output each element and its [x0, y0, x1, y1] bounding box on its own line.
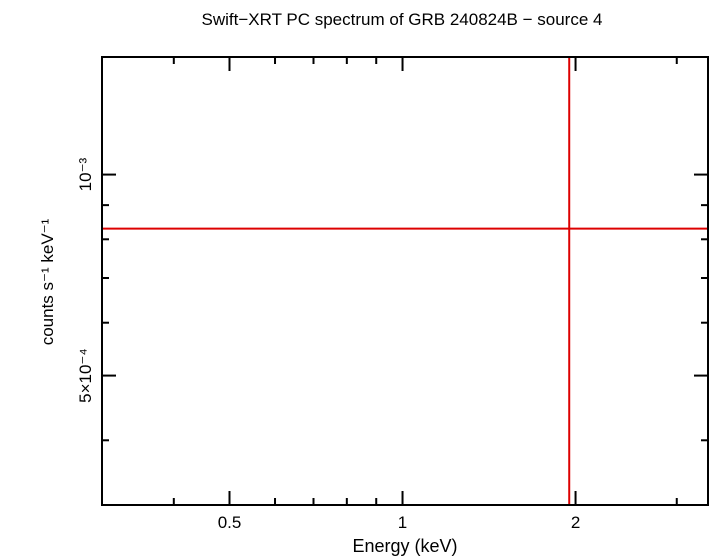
y-tick-label: 10⁻³: [76, 157, 95, 191]
y-tick-label: 5×10⁻⁴: [76, 348, 95, 403]
x-axis-label: Energy (keV): [352, 536, 457, 556]
axis-ticks: [101, 57, 708, 505]
plot-frame: [101, 56, 709, 506]
x-tick-label: 0.5: [218, 513, 242, 532]
data-layer: [102, 57, 708, 505]
axis-tick-labels: 0.5 1 2 10⁻³ 5×10⁻⁴: [76, 157, 580, 532]
chart-title: Swift−XRT PC spectrum of GRB 240824B − s…: [202, 10, 603, 29]
y-axis-label: counts s⁻¹ keV⁻¹: [38, 218, 57, 345]
x-tick-label: 2: [571, 513, 580, 532]
x-tick-label: 1: [398, 513, 407, 532]
